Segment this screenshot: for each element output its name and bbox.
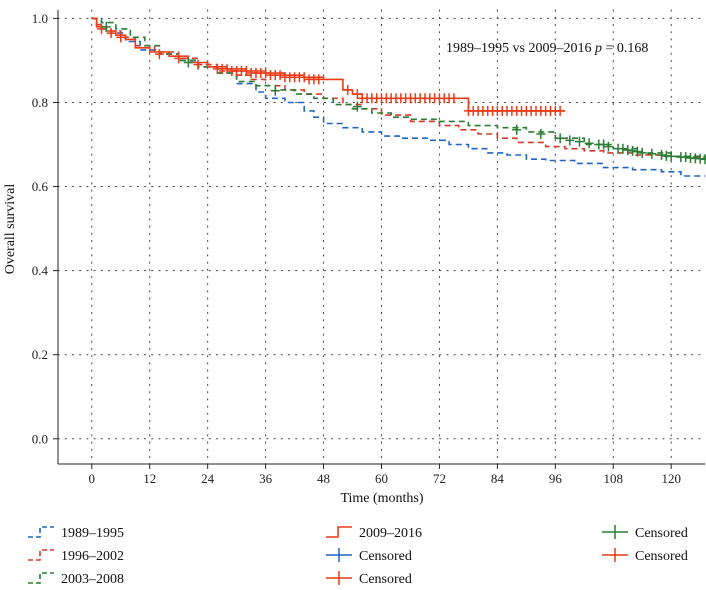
censor-mark	[637, 147, 647, 158]
legend-swatch	[28, 549, 54, 561]
censor-mark	[183, 57, 193, 68]
annotation-suffix: = 0.168	[602, 41, 648, 56]
x-tick-label: 72	[433, 471, 446, 486]
censor-mark	[106, 28, 116, 39]
legend-label: Censored	[359, 549, 412, 564]
y-tick-label: 1.0	[32, 11, 48, 26]
censor-mark	[599, 139, 609, 150]
x-tick-label: 48	[317, 471, 330, 486]
censor-mark	[536, 129, 546, 140]
x-tick-label: 96	[549, 471, 563, 486]
censor-mark	[603, 141, 613, 152]
grid	[57, 9, 706, 465]
y-tick-label: 0.6	[32, 179, 49, 194]
legend: 1989–1995 1996–2002 2003–2008 2009–2016 Cens…	[28, 525, 688, 587]
censor-mark	[632, 146, 642, 157]
censor-mark	[275, 70, 285, 81]
censor-mark	[261, 68, 271, 79]
p-value-annotation: 1989–1995 vs 2009–2016 p = 0.168	[446, 41, 648, 56]
censor-mark	[647, 148, 657, 159]
censor-mark	[584, 138, 594, 149]
y-tick-label: 0.2	[32, 347, 48, 362]
legend-label: Censored	[359, 572, 412, 587]
censor-mark	[565, 135, 575, 146]
x-tick-label: 36	[259, 471, 273, 486]
censor-mark	[222, 63, 232, 74]
legend-label: 1989–1995	[61, 526, 124, 541]
censor-mark	[618, 143, 628, 154]
censor-mark	[681, 152, 691, 163]
censor-mark	[241, 65, 251, 76]
survival-curve	[91, 17, 565, 112]
x-axis-label: Time (months)	[340, 491, 423, 506]
legend-swatch	[326, 526, 352, 538]
censor-mark	[657, 150, 667, 161]
censor-mark	[174, 53, 184, 64]
survival-curve	[91, 17, 705, 177]
censor-mark	[700, 154, 706, 165]
censor-mark	[314, 74, 324, 85]
legend-swatch	[326, 571, 352, 585]
legend-label: Censored	[635, 549, 688, 564]
x-tick-label: 108	[604, 471, 624, 486]
legend-swatch	[602, 525, 628, 539]
x-tick-label: 0	[89, 471, 96, 486]
censor-mark	[352, 101, 362, 112]
series-layer	[91, 17, 706, 177]
legend-swatch	[326, 548, 352, 562]
legend-swatch	[602, 548, 628, 562]
annotation-p-symbol: p	[594, 41, 602, 56]
y-tick-label: 0.8	[32, 95, 48, 110]
legend-swatch	[28, 526, 54, 538]
censor-mark	[666, 151, 676, 162]
censor-mark	[352, 89, 362, 100]
censor-mark	[193, 59, 203, 70]
censor-mark	[270, 85, 280, 96]
x-tick-label: 12	[143, 471, 156, 486]
y-axis-label: Overall survival	[3, 184, 18, 275]
x-tick-label: 24	[201, 471, 215, 486]
legend-label: Censored	[635, 526, 688, 541]
survival-curve	[91, 17, 706, 160]
censor-mark	[449, 93, 459, 104]
axes: 0 12 24 36 48 60 72 84 96 108 120 0.0 0.2 0.4 0.6 0.8 1.…	[32, 10, 705, 486]
legend-label: 2003–2008	[61, 572, 124, 587]
legend-label: 2009–2016	[359, 526, 422, 541]
censor-mark	[512, 124, 522, 135]
x-tick-label: 84	[491, 471, 505, 486]
y-tick-label: 0.4	[32, 263, 49, 278]
censor-mark	[299, 72, 309, 83]
censor-mark	[343, 84, 353, 95]
censor-mark	[154, 49, 164, 60]
annotation-prefix: 1989–1995 vs 2009–2016	[446, 41, 595, 56]
x-tick-label: 60	[375, 471, 388, 486]
censor-mark	[116, 32, 126, 43]
censor-mark	[555, 133, 565, 144]
x-tick-label: 120	[661, 471, 681, 486]
censor-mark	[101, 21, 111, 32]
legend-label: 1996–2002	[61, 549, 124, 564]
censor-mark	[574, 136, 584, 147]
legend-swatch	[28, 572, 54, 584]
censor-mark	[96, 23, 106, 34]
censor-mark	[555, 105, 565, 116]
censor-mark	[623, 144, 633, 155]
censor-mark	[628, 145, 638, 156]
y-tick-label: 0.0	[32, 431, 48, 446]
